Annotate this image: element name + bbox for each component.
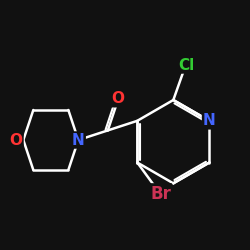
- Text: N: N: [203, 113, 216, 128]
- Text: O: O: [111, 91, 124, 106]
- Text: O: O: [10, 132, 22, 148]
- Text: Cl: Cl: [178, 58, 195, 72]
- Text: Br: Br: [150, 184, 171, 202]
- Text: N: N: [72, 132, 85, 148]
